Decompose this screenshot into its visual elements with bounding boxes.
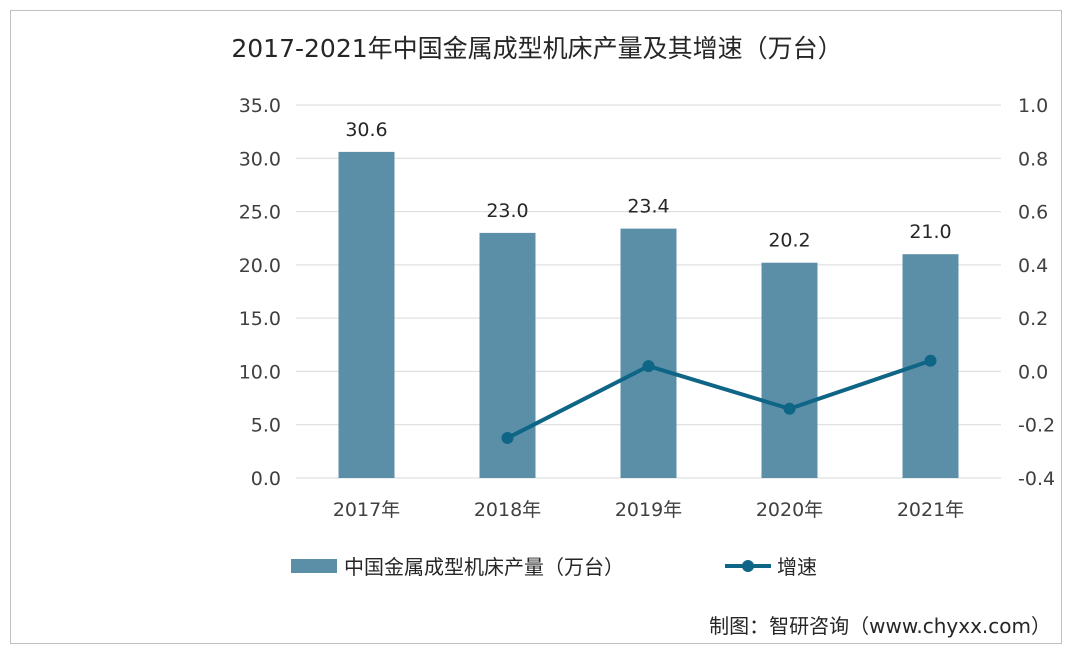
y-right-tick-label: -0.4 [1018,468,1055,490]
legend-swatch-marker [742,560,754,572]
chart-title: 2017-2021年中国金属成型机床产量及其增速（万台） [231,34,842,63]
legend: 中国金属成型机床产量（万台） 增速 [291,555,817,579]
bar-data-label: 20.2 [768,230,810,252]
y-left-tick-label: 5.0 [251,415,281,437]
chart-svg: 2017-2021年中国金属成型机床产量及其增速（万台） 0.0 5.0 10.0 1… [231,34,1055,638]
y-axis-left-ticks: 0.0 5.0 10.0 15.0 20.0 25.0 30.0 35.0 [239,95,281,490]
x-axis-ticks: 2017年 2018年 2019年 2020年 2021年 [333,499,964,521]
x-tick-label: 2018年 [474,499,541,521]
y-right-tick-label: 0.0 [1018,361,1048,383]
bar [338,151,395,479]
y-left-tick-label: 20.0 [239,255,281,277]
y-left-tick-label: 0.0 [251,468,281,490]
source-note: 制图：智研咨询（www.chyxx.com） [709,614,1051,638]
y-left-tick-label: 30.0 [239,148,281,170]
y-right-tick-label: -0.2 [1018,415,1055,437]
legend-label-line: 增速 [777,555,817,579]
y-axis-right-ticks: -0.4 -0.2 0.0 0.2 0.4 0.6 0.8 1.0 [1018,95,1055,490]
y-right-tick-label: 1.0 [1018,95,1048,117]
x-tick-label: 2019年 [615,499,682,521]
y-left-tick-label: 15.0 [239,308,281,330]
bar-series: 30.6 23.0 23.4 20.2 21.0 [338,119,959,479]
x-tick-label: 2021年 [897,499,964,521]
line-point [783,402,796,415]
y-right-tick-label: 0.6 [1018,202,1048,224]
y-right-tick-label: 0.8 [1018,148,1048,170]
bar [620,228,677,478]
y-right-tick-label: 0.4 [1018,255,1048,277]
y-right-tick-label: 0.2 [1018,308,1048,330]
line-point [924,354,937,367]
legend-swatch-bar [291,559,337,573]
x-tick-label: 2017年 [333,499,400,521]
line-point [642,360,655,373]
x-tick-label: 2020年 [756,499,823,521]
bar [761,262,818,478]
y-left-tick-label: 10.0 [239,361,281,383]
growth-line [506,358,932,440]
bar-data-label: 21.0 [909,221,951,243]
bar-data-label: 23.0 [486,200,528,222]
chart-frame: 2017-2021年中国金属成型机床产量及其增速（万台） 0.0 5.0 10.0 1… [10,10,1062,644]
y-left-tick-label: 35.0 [239,95,281,117]
line-series [501,354,937,445]
legend-label-bar: 中国金属成型机床产量（万台） [344,555,624,579]
bar-data-label: 30.6 [345,119,387,141]
line-point [501,432,514,445]
y-left-tick-label: 25.0 [239,202,281,224]
bar-data-label: 23.4 [627,196,669,218]
